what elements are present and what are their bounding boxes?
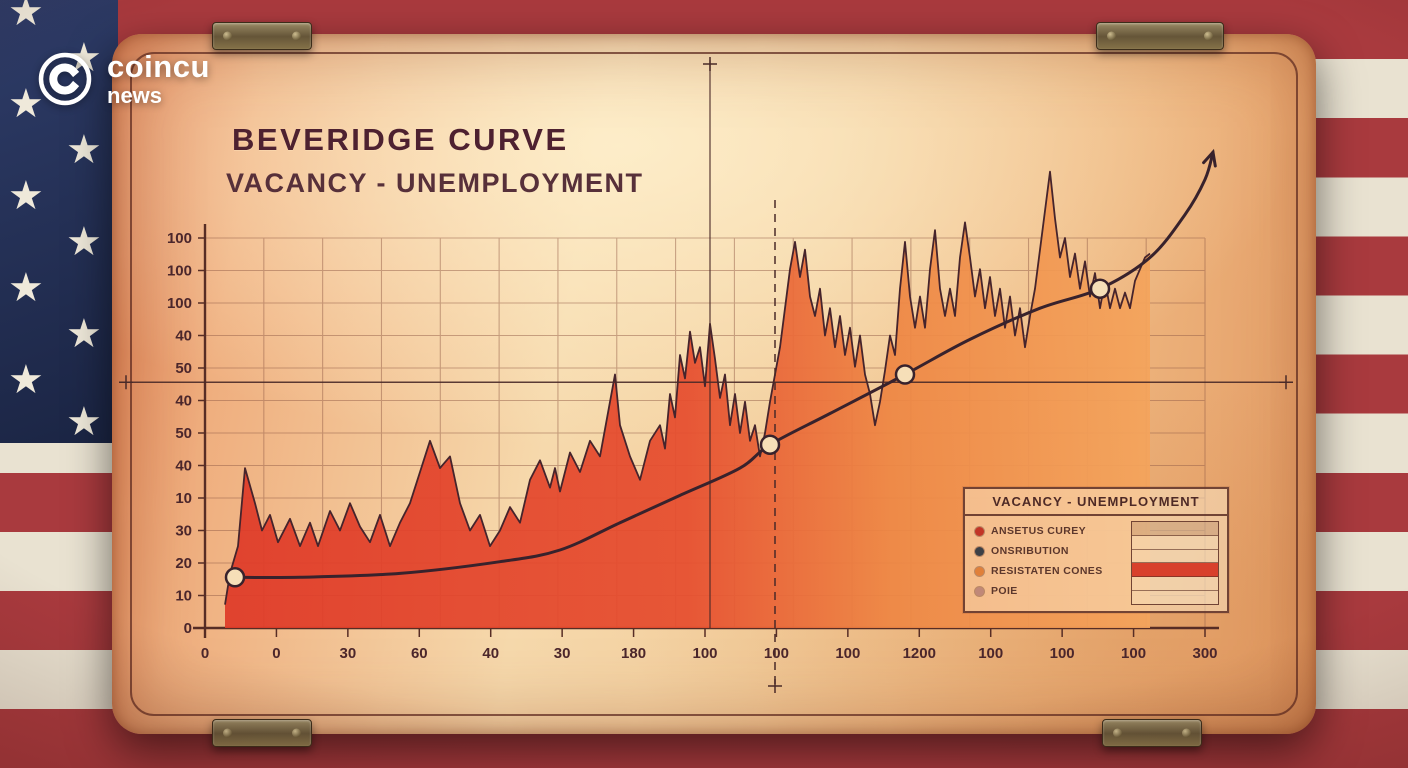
star-icon <box>66 222 102 262</box>
legend-table-row <box>1132 563 1218 578</box>
legend-title: VACANCY - UNEMPLOYMENT <box>965 489 1227 516</box>
chart-subtitle: VACANCY - UNEMPLOYMENT <box>226 168 644 198</box>
legend-item: ONSRIBUTION <box>975 541 1127 561</box>
chart-title: BEVERIDGE CURVE <box>232 122 569 157</box>
legend-item: POIE <box>975 581 1127 601</box>
legend-body: ANSETUS CUREY ONSRIBUTION RESISTATEN CONES… <box>965 516 1227 611</box>
legend-table-row <box>1132 522 1218 536</box>
legend-dot-icon <box>975 586 984 596</box>
star-icon <box>66 402 102 442</box>
crosshair-tick <box>119 375 133 390</box>
svg-text:10: 10 <box>175 588 192 605</box>
curve-marker <box>894 364 916 385</box>
star-icon <box>8 268 44 308</box>
legend-table-row <box>1132 549 1218 564</box>
legend-item-label: RESISTATEN CONES <box>991 565 1103 577</box>
svg-text:10: 10 <box>175 490 192 507</box>
legend-table-row <box>1132 577 1218 592</box>
svg-text:20: 20 <box>175 555 192 572</box>
logo-wordmark: coincu <box>107 48 210 84</box>
svg-text:100: 100 <box>167 230 192 247</box>
svg-text:100: 100 <box>167 295 192 312</box>
svg-text:100: 100 <box>1050 645 1075 662</box>
legend-table <box>1131 521 1219 605</box>
svg-text:0: 0 <box>184 620 192 637</box>
vacancy-area-outline <box>224 170 1151 605</box>
legend-dot-icon <box>975 566 984 576</box>
svg-text:100: 100 <box>692 645 717 662</box>
logo-subtext: news <box>107 82 163 108</box>
svg-text:50: 50 <box>175 425 192 442</box>
logo-text: coincu news <box>107 51 210 107</box>
svg-text:30: 30 <box>554 645 571 662</box>
crosshair-tick <box>703 57 717 71</box>
legend-item: RESISTATEN CONES <box>975 561 1127 581</box>
svg-text:1200: 1200 <box>903 645 936 662</box>
star-icon <box>8 360 44 400</box>
coincu-logo: coincu news <box>36 50 210 108</box>
legend-items: ANSETUS CUREY ONSRIBUTION RESISTATEN CONES… <box>975 521 1127 607</box>
svg-text:40: 40 <box>482 645 499 662</box>
star-icon <box>8 0 44 32</box>
legend-dot-icon <box>975 546 984 556</box>
legend-item-label: ANSETUS CUREY <box>991 525 1087 537</box>
svg-text:0: 0 <box>272 645 280 662</box>
legend-table-row <box>1132 591 1218 604</box>
metal-clip-top-right <box>1096 22 1224 50</box>
legend-dot-icon <box>975 526 984 536</box>
curve-marker <box>1089 278 1111 299</box>
x-axis-labels: 0 0 30 60 40 30 180 100 100 100 1200 100 100 100 300 <box>201 628 1218 662</box>
legend-item-label: ONSRIBUTION <box>991 545 1069 557</box>
svg-text:100: 100 <box>167 263 192 280</box>
metal-clip-bottom-left <box>212 719 312 747</box>
coincu-logo-icon <box>38 52 92 106</box>
star-icon <box>8 176 44 216</box>
svg-text:30: 30 <box>340 645 357 662</box>
svg-text:50: 50 <box>175 360 192 377</box>
legend-table-row <box>1132 535 1218 550</box>
star-icon <box>66 130 102 170</box>
svg-text:100: 100 <box>978 645 1003 662</box>
svg-text:180: 180 <box>621 645 646 662</box>
metal-clip-top-left <box>212 22 312 50</box>
metal-clip-bottom-right <box>1102 719 1202 747</box>
svg-text:100: 100 <box>764 645 789 662</box>
svg-text:40: 40 <box>175 393 192 410</box>
star-icon <box>66 314 102 354</box>
svg-text:300: 300 <box>1192 645 1217 662</box>
curve-arrow-head <box>1202 148 1217 168</box>
svg-text:100: 100 <box>835 645 860 662</box>
svg-text:60: 60 <box>411 645 428 662</box>
svg-text:100: 100 <box>1121 645 1146 662</box>
crosshair-tick <box>768 679 782 693</box>
vacancy-area-fill <box>225 171 1150 628</box>
svg-text:30: 30 <box>175 523 192 540</box>
svg-text:40: 40 <box>175 328 192 345</box>
legend-item-label: POIE <box>991 585 1018 597</box>
chart-board: 100 100 100 40 50 40 50 40 10 30 20 10 0 0 0 30 60 40 30 18… <box>112 22 1316 747</box>
svg-text:0: 0 <box>201 645 209 662</box>
chart-legend: VACANCY - UNEMPLOYMENT ANSETUS CUREY ONSR… <box>963 487 1229 613</box>
legend-item: ANSETUS CUREY <box>975 521 1127 541</box>
curve-marker <box>759 434 781 455</box>
curve-marker <box>224 567 246 588</box>
crosshair-tick <box>1279 375 1293 390</box>
svg-text:40: 40 <box>175 458 192 475</box>
